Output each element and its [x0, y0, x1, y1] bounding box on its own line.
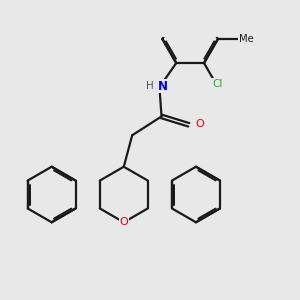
Text: H: H	[146, 81, 154, 91]
Text: Cl: Cl	[214, 0, 224, 1]
Text: O: O	[195, 119, 204, 129]
Text: Cl: Cl	[212, 79, 222, 89]
Text: Me: Me	[239, 34, 254, 44]
Text: N: N	[158, 80, 168, 92]
Text: O: O	[119, 217, 128, 227]
